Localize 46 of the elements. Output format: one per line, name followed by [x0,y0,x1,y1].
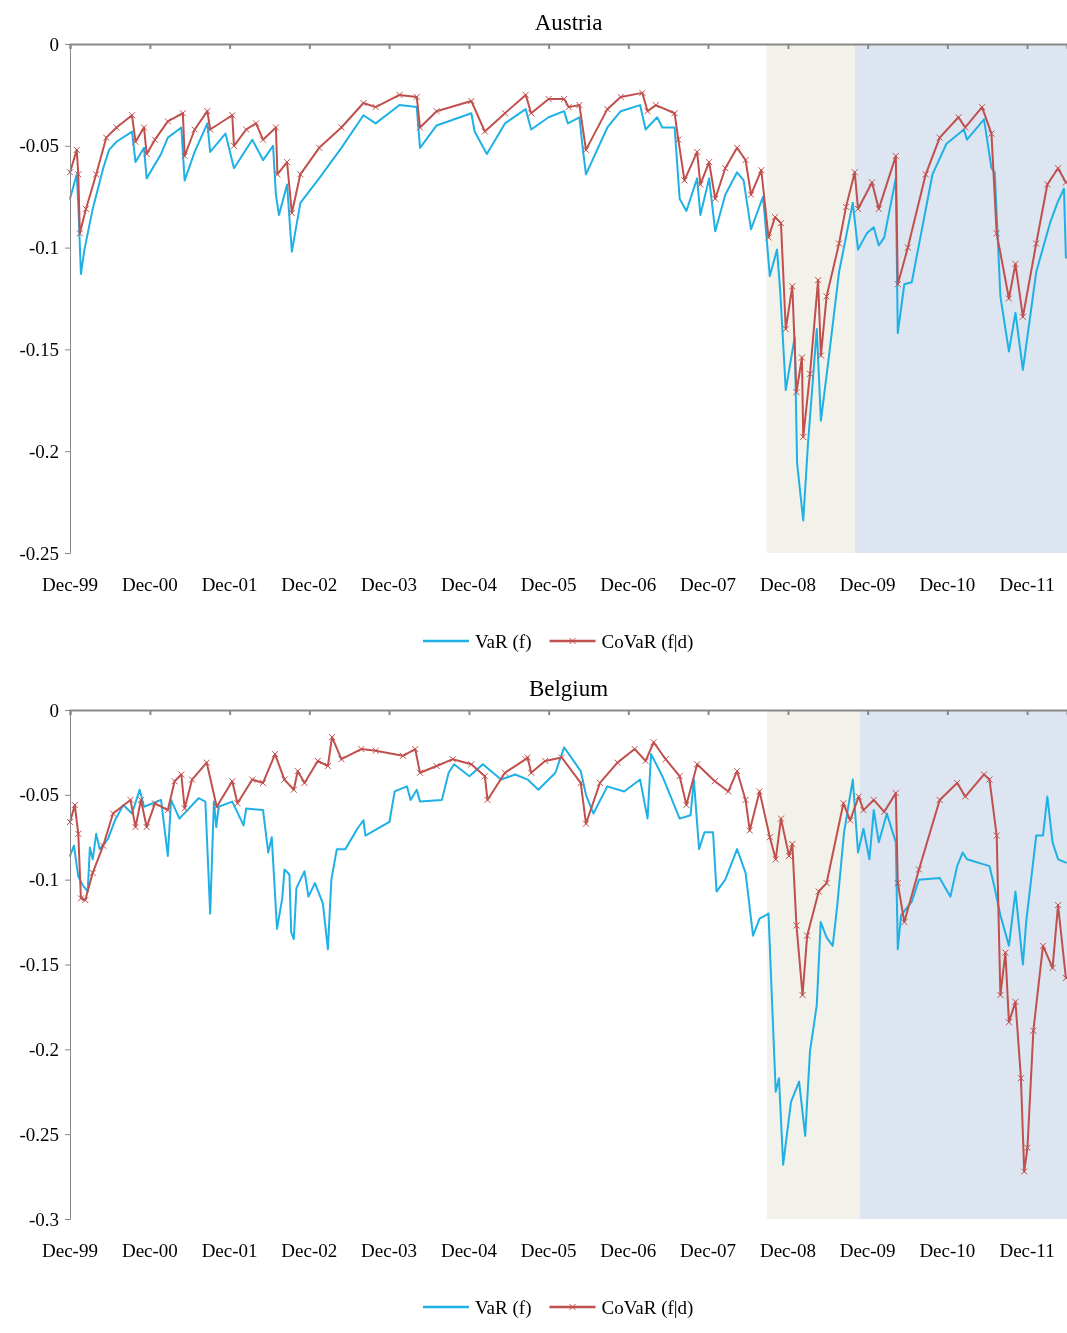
x-tick-label: Dec-07 [680,1240,736,1261]
y-tick-label: -0.05 [19,784,59,806]
legend-label: VaR (f) [475,631,532,653]
y-tick-label: 0 [49,33,59,55]
y-tick-label: -0.15 [19,338,59,360]
y-tick-label: -0.1 [28,869,59,891]
x-tick-label: Dec-00 [121,574,178,595]
y-tick-label: -0.15 [19,954,59,976]
x-tick-label: Dec-03 [361,1240,417,1261]
x-tick-label: Dec-09 [839,1240,896,1261]
x-tick-label: Dec-08 [759,574,816,595]
y-tick-label: -0.05 [19,135,59,157]
chart-title: Austria [534,10,603,35]
y-tick-label: -0.25 [19,1123,59,1145]
y-tick-label: -0.2 [28,1038,59,1060]
x-tick-label: Dec-11 [999,1240,1055,1261]
x-tick-label: Dec-04 [440,1240,498,1261]
x-tick-label: Dec-01 [201,1240,258,1261]
x-tick-label: Dec-02 [281,574,338,595]
y-tick-label: -0.25 [19,542,59,564]
x-tick-label: Dec-00 [121,1240,178,1261]
y-tick-label: -0.3 [28,1208,59,1230]
x-tick-label: Dec-11 [999,574,1055,595]
x-tick-label: Dec-99 [42,1240,98,1261]
x-tick-label: Dec-08 [759,1240,816,1261]
x-tick-label: Dec-05 [520,574,577,595]
x-tick-label: Dec-02 [281,1240,338,1261]
x-tick-label: Dec-09 [839,574,896,595]
x-tick-label: Dec-10 [919,1240,976,1261]
x-tick-label: Dec-04 [440,574,498,595]
x-tick-label: Dec-06 [600,1240,657,1261]
legend-label: VaR (f) [475,1297,532,1319]
legend-label: CoVaR (f|d) [601,1297,694,1319]
x-tick-label: Dec-06 [600,574,657,595]
x-tick-label: Dec-99 [42,574,98,595]
x-tick-label: Dec-07 [680,574,736,595]
x-tick-label: Dec-05 [520,1240,577,1261]
y-tick-label: -0.2 [28,440,59,462]
legend-label: CoVaR (f|d) [601,631,694,653]
y-tick-label: -0.1 [28,237,59,259]
x-tick-label: Dec-10 [919,574,976,595]
y-tick-label: 0 [49,699,59,721]
x-tick-label: Dec-01 [201,574,258,595]
x-tick-label: Dec-03 [361,574,417,595]
line-series [69,104,1067,522]
chart-title: Belgium [528,676,609,701]
